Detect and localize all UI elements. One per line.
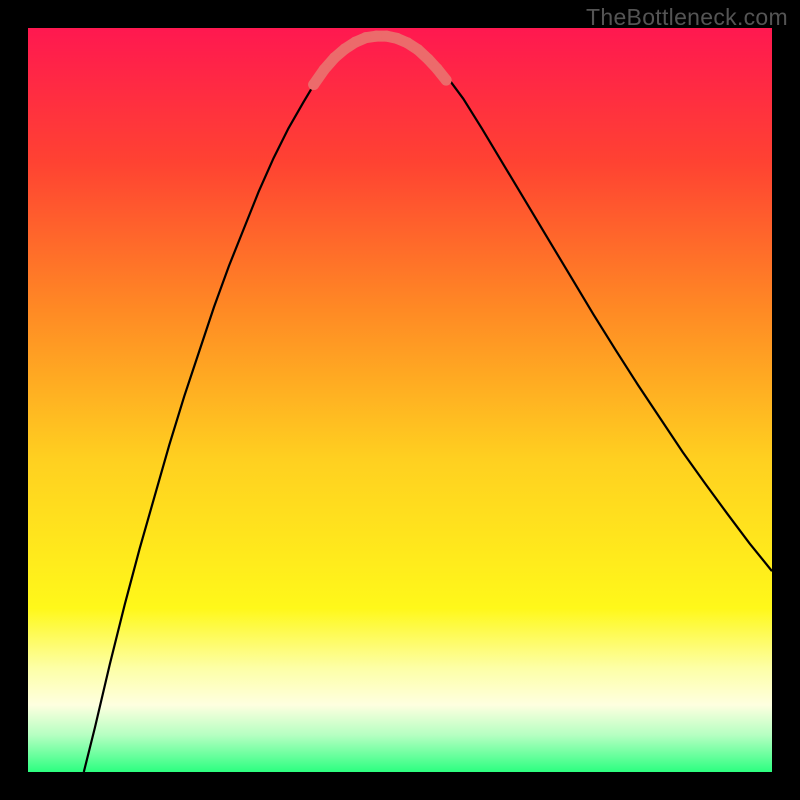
bottleneck-curve bbox=[84, 36, 772, 772]
optimal-zone-marker bbox=[308, 31, 451, 90]
watermark-text: TheBottleneck.com bbox=[586, 4, 788, 31]
curve-overlay bbox=[28, 28, 772, 772]
chart-container: TheBottleneck.com bbox=[0, 0, 800, 800]
